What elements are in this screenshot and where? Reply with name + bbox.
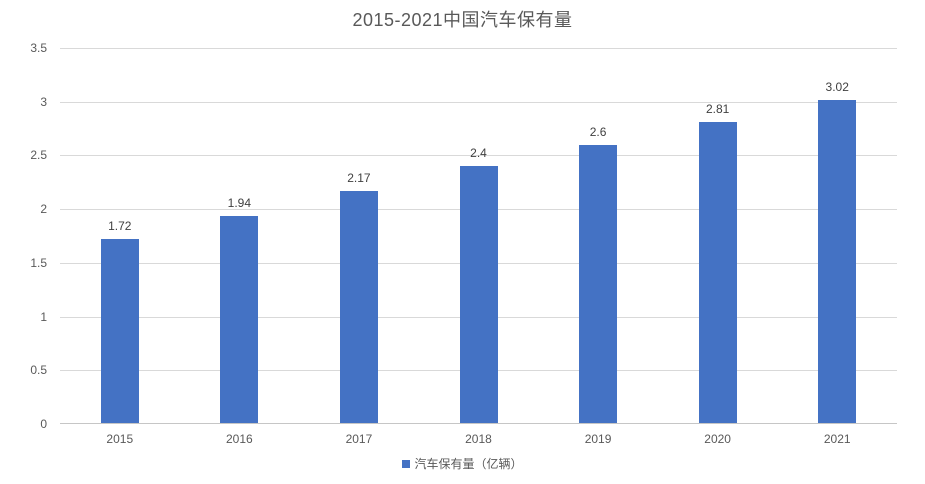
x-axis-tick-label: 2017	[345, 432, 373, 446]
bar-value-label: 1.72	[108, 219, 132, 234]
gridline	[60, 48, 897, 49]
bar-2015[interactable]	[100, 239, 139, 423]
bar-2021[interactable]	[818, 99, 857, 423]
bar-value-label: 1.94	[227, 195, 252, 210]
bar-2019[interactable]	[579, 144, 618, 423]
chart-title: 2015-2021中国汽车保有量	[352, 10, 573, 30]
bar-2016[interactable]	[220, 215, 259, 423]
bar-value-label: 2.17	[347, 170, 371, 185]
plot-area: 0 0.5 1 1.5 2 2.5 3 3.5 1.72 2015 1.94 2016 2.17 2017…	[30, 42, 897, 445]
gridline	[60, 101, 897, 103]
x-axis-tick-label: 2015	[106, 432, 134, 446]
x-axis-tick-label: 2021	[823, 432, 851, 446]
y-axis-tick-label: 2	[40, 202, 47, 217]
bar-value-label: 2.6	[589, 124, 607, 139]
bar-2020[interactable]	[698, 122, 737, 423]
gridline	[60, 155, 897, 157]
bar-2018[interactable]	[459, 166, 498, 423]
y-axis-tick-label: 0.5	[30, 363, 47, 378]
y-axis-tick-label: 2.5	[30, 148, 47, 163]
x-axis-tick-label: 2018	[465, 432, 492, 446]
x-axis-tick-label: 2019	[584, 432, 612, 446]
bar-value-label: 2.4	[470, 146, 487, 161]
y-axis-tick-label: 3.5	[30, 41, 47, 55]
y-axis-tick-label: 1.5	[30, 255, 47, 270]
bar-value-label: 2.81	[705, 102, 730, 117]
x-axis-line	[60, 423, 897, 424]
y-axis-tick-label: 1	[40, 309, 47, 324]
legend-swatch-icon	[402, 460, 411, 468]
x-axis-tick-label: 2020	[704, 432, 731, 446]
y-axis-tick-label: 3	[40, 94, 47, 109]
legend-label: 汽车保有量（亿辆）	[414, 457, 523, 471]
y-axis-tick-label: 0	[40, 417, 47, 431]
bar-2017[interactable]	[339, 190, 378, 423]
legend: 汽车保有量（亿辆）	[0, 458, 925, 470]
bar-value-label: 3.02	[825, 79, 849, 94]
x-axis-tick-label: 2016	[225, 432, 253, 446]
